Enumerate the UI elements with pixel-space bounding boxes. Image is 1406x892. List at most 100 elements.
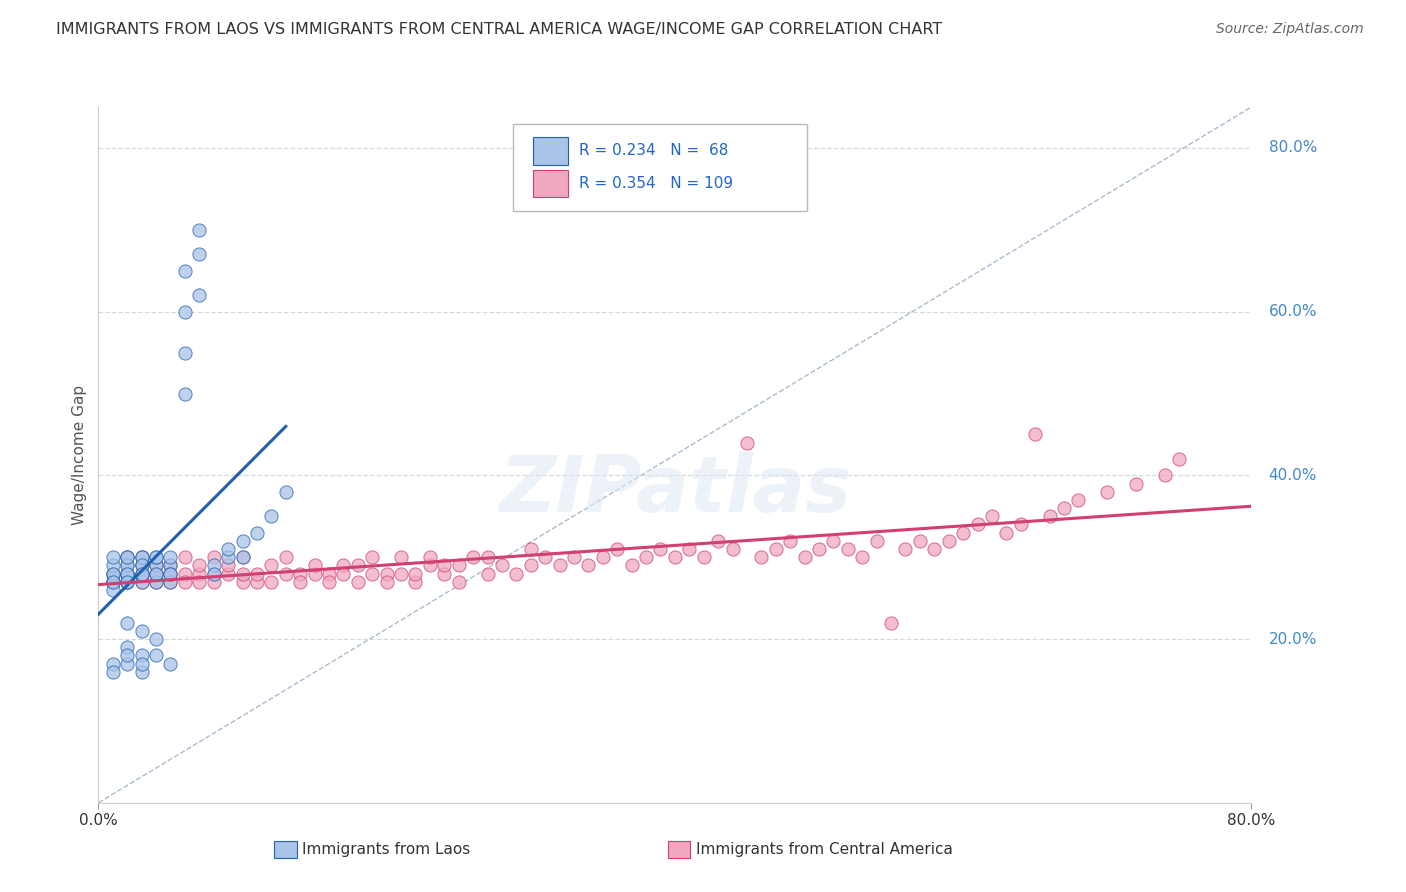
Point [332,566,354,581]
Point [664,550,686,565]
Point [520,542,543,557]
Point [174,304,197,318]
Point [995,525,1018,540]
Point [246,574,269,589]
Point [260,574,283,589]
Point [202,558,225,573]
Point [823,533,845,548]
Text: Source: ZipAtlas.com: Source: ZipAtlas.com [1216,22,1364,37]
Point [650,542,672,557]
Point [117,640,138,655]
Y-axis label: Wage/Income Gap: Wage/Income Gap [72,384,87,525]
Point [145,648,167,663]
Text: R = 0.234   N =  68: R = 0.234 N = 68 [579,144,728,159]
Point [101,657,124,671]
Text: Immigrants from Laos: Immigrants from Laos [302,842,471,856]
Point [548,558,571,573]
Point [837,542,859,557]
Point [117,566,138,581]
Point [159,574,181,589]
Point [866,533,889,548]
Point [735,435,758,450]
Point [202,550,225,565]
Point [159,566,181,581]
Point [304,566,326,581]
Text: 80.0%: 80.0% [1268,140,1317,155]
Point [101,550,124,565]
Point [361,566,384,581]
Point [520,558,543,573]
Point [678,542,700,557]
Point [636,550,658,565]
Point [131,550,153,565]
Point [217,542,239,557]
Point [304,558,326,573]
Point [332,558,354,573]
Point [202,566,225,581]
Point [159,566,181,581]
Point [807,542,830,557]
Point [101,574,124,589]
Point [246,525,269,540]
Point [117,615,138,630]
Text: Immigrants from Central America: Immigrants from Central America [696,842,953,856]
Point [117,558,138,573]
Point [188,566,211,581]
Point [477,566,499,581]
Point [260,509,283,524]
Point [880,615,903,630]
Point [145,550,167,565]
Point [461,550,484,565]
Point [101,582,124,597]
Point [174,574,197,589]
Point [117,657,138,671]
Point [433,566,456,581]
Point [1024,427,1046,442]
Point [938,533,960,548]
Point [419,550,441,565]
Point [217,550,239,565]
Point [1097,484,1119,499]
Point [188,574,211,589]
Text: IMMIGRANTS FROM LAOS VS IMMIGRANTS FROM CENTRAL AMERICA WAGE/INCOME GAP CORRELAT: IMMIGRANTS FROM LAOS VS IMMIGRANTS FROM … [56,22,942,37]
Point [202,566,225,581]
Point [707,533,730,548]
Point [318,566,340,581]
Point [131,574,153,589]
Point [174,566,197,581]
Point [159,574,181,589]
Point [922,542,945,557]
Point [578,558,600,573]
Point [274,550,297,565]
Point [966,517,988,532]
Point [1038,509,1062,524]
Point [188,247,211,261]
Point [145,574,167,589]
Point [231,566,254,581]
Point [159,558,181,573]
Point [1010,517,1032,532]
Point [405,566,427,581]
Point [145,558,167,573]
Point [389,566,412,581]
Point [117,574,138,589]
Point [145,566,167,581]
Point [793,550,815,565]
Point [131,648,153,663]
Point [117,550,138,565]
Point [159,558,181,573]
Point [908,533,931,548]
Point [101,566,124,581]
Bar [533,137,568,165]
Point [1053,501,1076,516]
Point [1125,476,1147,491]
Point [562,550,585,565]
Point [779,533,801,548]
Point [131,566,153,581]
Point [174,345,197,359]
Point [159,566,181,581]
Point [101,574,124,589]
Point [433,558,456,573]
Text: 40.0%: 40.0% [1268,468,1317,483]
Point [117,566,138,581]
